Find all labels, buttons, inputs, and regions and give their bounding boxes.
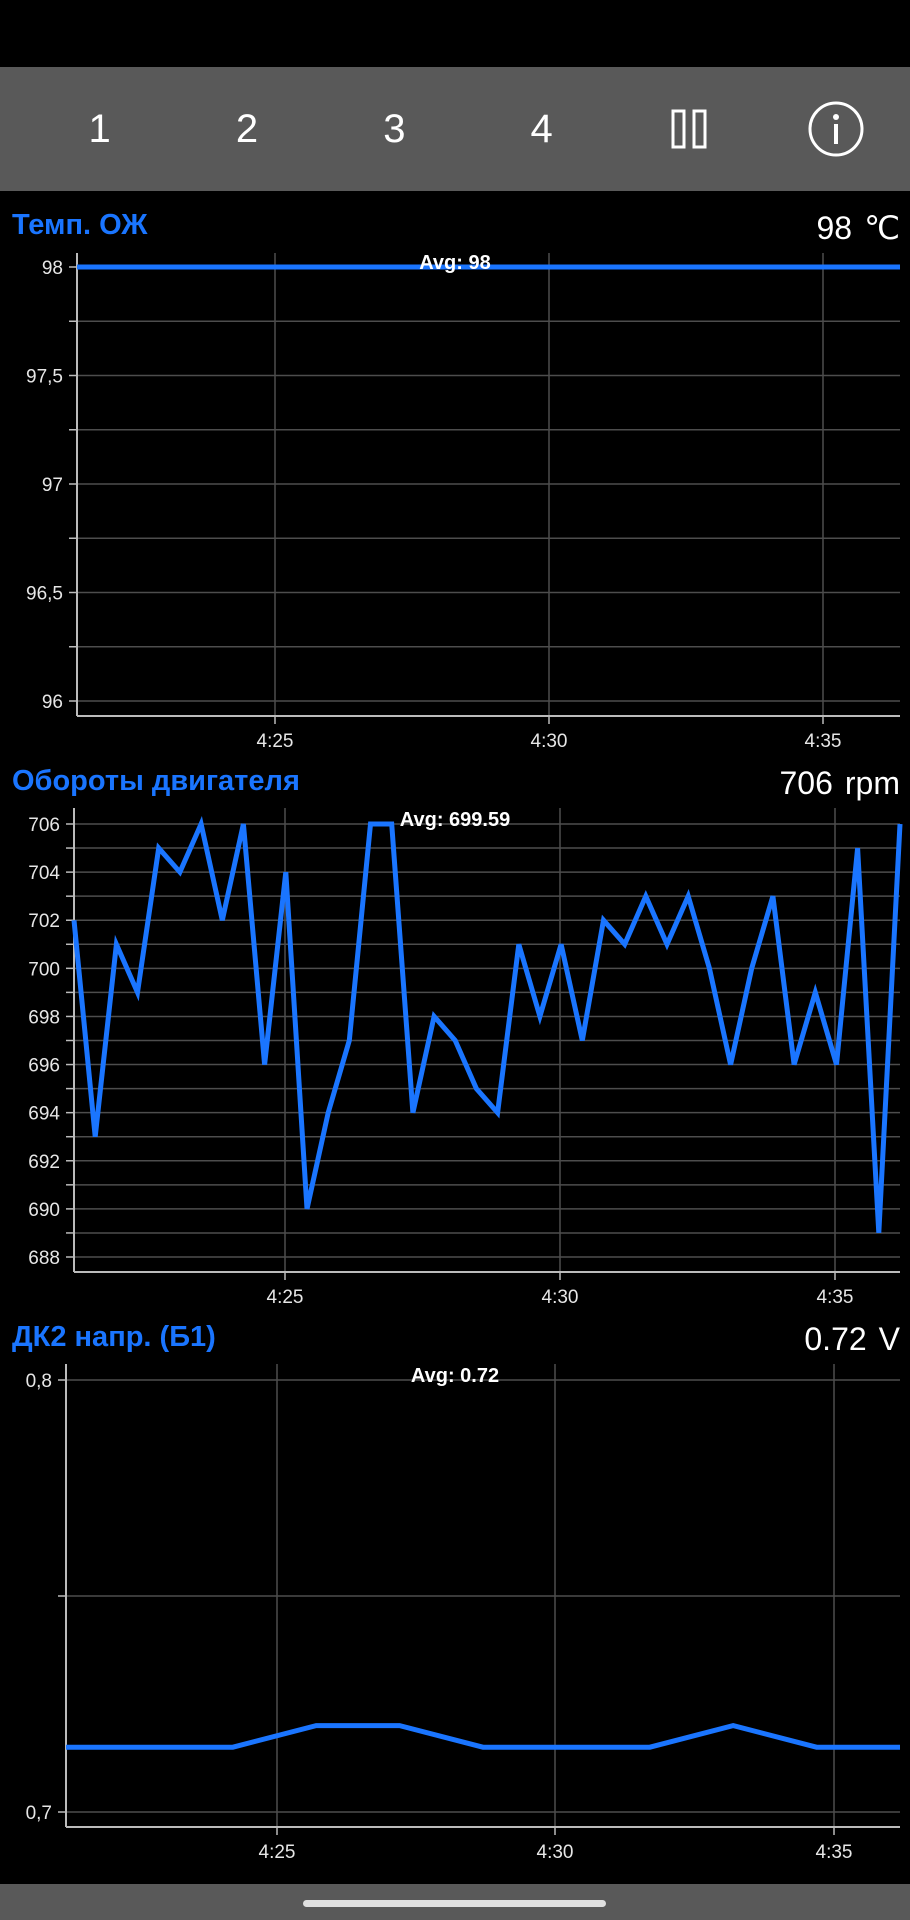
x-tick-label: 4:35 <box>805 731 842 752</box>
pause-icon <box>671 109 707 149</box>
y-tick-label: 97,5 <box>26 367 63 388</box>
y-tick-label: 0,7 <box>26 1803 52 1824</box>
series-line <box>71 815 903 1234</box>
tab-3[interactable]: 3 <box>383 106 406 151</box>
y-tick-label: 688 <box>28 1248 60 1269</box>
value-unit: V <box>878 1321 900 1357</box>
y-tick-label: 690 <box>28 1200 60 1221</box>
y-tick-label: 698 <box>28 1007 60 1028</box>
pause-button[interactable] <box>615 67 762 191</box>
current-value: 98 ℃ <box>816 209 900 247</box>
x-tick-label: 4:35 <box>817 1287 854 1308</box>
x-tick-label: 4:30 <box>537 1842 574 1863</box>
info-icon <box>808 101 864 157</box>
value-number: 98 <box>816 210 853 246</box>
average-label: Avg: 699.59 <box>400 809 510 831</box>
x-tick-label: 4:25 <box>267 1287 304 1308</box>
top-toolbar: 1 2 3 4 <box>0 67 910 191</box>
engine-rpm-chart: 706 704 702 700 698 696 694 692 690 688 4:25 4:30 4:… <box>28 808 903 1308</box>
y-tick-label: 706 <box>28 815 60 836</box>
tab-2[interactable]: 2 <box>235 106 259 151</box>
status-bar <box>0 0 910 67</box>
y-tick-label: 696 <box>28 1056 60 1077</box>
y-tick-label: 692 <box>28 1152 60 1173</box>
y-tick-label: 704 <box>28 863 60 884</box>
value-unit: ℃ <box>864 210 900 246</box>
y-tick-label: 96,5 <box>26 584 63 605</box>
x-tick-label: 4:25 <box>259 1842 296 1863</box>
value-unit: rpm <box>844 765 900 801</box>
y-tick-label: 702 <box>28 911 60 932</box>
navigation-bar <box>0 1884 910 1920</box>
y-tick-label: 694 <box>28 1104 60 1125</box>
panel-title: ДК2 напр. (Б1) <box>12 1321 216 1353</box>
x-tick-label: 4:25 <box>257 731 294 752</box>
average-label: Avg: 0.72 <box>411 1365 499 1387</box>
y-tick-label: 0,8 <box>26 1371 52 1392</box>
value-number: 0.72 <box>804 1321 867 1357</box>
current-value: 706 rpm <box>780 765 901 802</box>
y-tick-label: 96 <box>42 692 63 713</box>
info-button[interactable] <box>763 67 910 191</box>
x-tick-label: 4:30 <box>542 1287 579 1308</box>
o2-sensor-chart: 0,8 0,7 4:25 4:30 4:35 Avg: 0.72 <box>26 1364 900 1863</box>
x-tick-label: 4:30 <box>531 731 568 752</box>
panel-title: Обороты двигателя <box>12 765 300 797</box>
tab-1[interactable]: 1 <box>88 106 111 151</box>
tab-4[interactable]: 4 <box>530 106 553 151</box>
value-number: 706 <box>779 765 833 801</box>
panel-title: Темп. ОЖ <box>12 209 148 241</box>
series-line <box>66 1723 900 1750</box>
home-gesture-handle[interactable] <box>303 1900 606 1907</box>
y-tick-label: 700 <box>28 959 60 980</box>
current-value: 0.72 V <box>804 1321 900 1358</box>
coolant-temp-chart: 98 97,5 97 96,5 96 4:25 4:30 4:35 Avg: 98 <box>26 252 900 752</box>
y-tick-label: 97 <box>42 475 63 496</box>
y-tick-label: 98 <box>42 258 63 279</box>
x-tick-label: 4:35 <box>816 1842 853 1863</box>
average-label: Avg: 98 <box>419 252 491 274</box>
